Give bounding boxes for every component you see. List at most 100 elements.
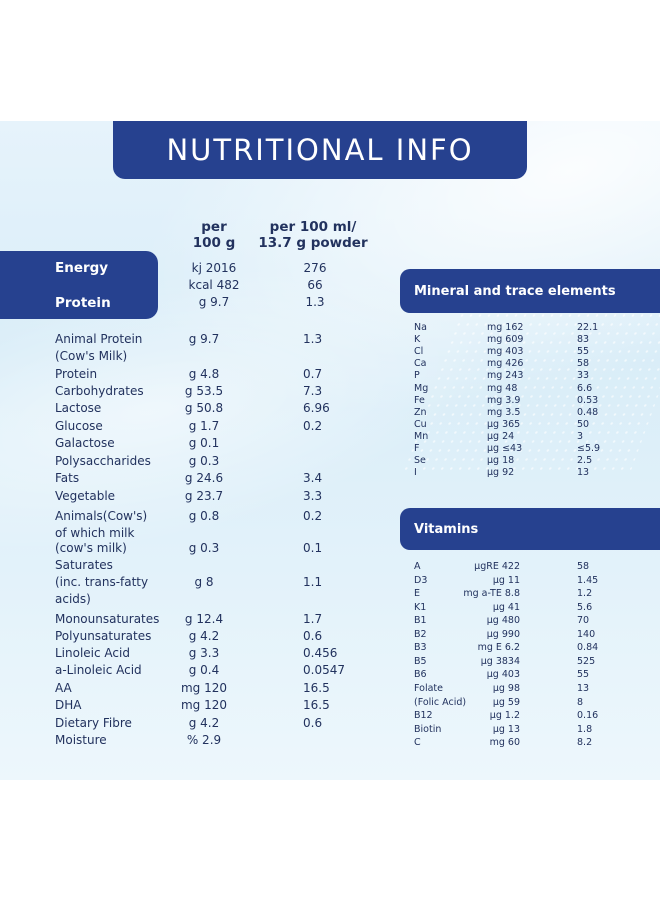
vitamin-name: B3 — [414, 642, 427, 654]
nutrient-value-per-100ml: 16.5 — [303, 681, 330, 695]
nutrient-name: Galactose — [55, 436, 115, 450]
vitamin-value-per-100ml: 58 — [577, 561, 590, 572]
mineral-value-per-100ml: 0.48 — [577, 406, 599, 418]
nutrient-name: Animal Protein (Cow's Milk) — [55, 332, 143, 363]
nutrient-value-per-100g: g 0.1 — [188, 436, 220, 450]
nutrient-value-per-100g: g 8 — [194, 575, 214, 589]
nutrient-name: (cow's milk) — [55, 541, 127, 555]
nutrient-value-per-100ml: 0.0547 — [303, 663, 345, 677]
mineral-value-per-100g: mg 48 — [487, 382, 518, 394]
nutrient-value-per-100ml: 6.96 — [303, 401, 330, 415]
vitamin-value-per-100ml: 8.2 — [577, 737, 593, 749]
mineral-value-per-100g: mg 3.5 — [487, 406, 521, 418]
mineral-name: Ca — [414, 358, 427, 370]
vitamin-value-per-100g: mg 60 — [489, 737, 520, 749]
nutrient-name: Protein — [55, 367, 98, 381]
nutrient-value-per-100ml: 16.5 — [303, 698, 330, 712]
nutrient-name: Animals(Cow's) of which milk — [55, 509, 148, 540]
vitamins-title: Vitamins — [414, 521, 479, 537]
vitamin-value-per-100ml: 1.2 — [577, 588, 593, 600]
nutrient-value-per-100g: g 0.3 — [188, 454, 220, 468]
mineral-value-per-100ml: 3 — [577, 430, 584, 442]
mineral-value-per-100g: µg 365 — [487, 418, 521, 430]
mineral-value-per-100g: mg 426 — [487, 358, 524, 370]
nutrient-name: Polyunsaturates — [55, 629, 152, 643]
mineral-value-per-100ml: 22.1 — [577, 322, 599, 333]
vitamin-value-per-100g: µg 13 — [492, 723, 520, 735]
nutrient-value-per-100g: % 2.9 — [186, 733, 222, 747]
mineral-name: Na — [414, 322, 427, 333]
mineral-value-per-100g: mg 3.9 — [487, 394, 521, 406]
nutrient-value-per-100g: g 53.5 — [184, 384, 224, 398]
vitamin-value-per-100g: µg 990 — [486, 628, 520, 640]
nutrient-value-per-100ml: 0.1 — [303, 541, 323, 555]
nutrient-name: a-Linoleic Acid — [55, 663, 142, 677]
nutrient-name: Vegetable — [55, 489, 116, 503]
mineral-value-per-100g: µg 18 — [487, 455, 515, 467]
nutrient-name: DHA — [55, 698, 82, 712]
vitamin-name: B5 — [414, 655, 427, 667]
vitamin-name: B2 — [414, 628, 427, 640]
vitamin-value-per-100g: µg 11 — [492, 574, 520, 586]
mineral-value-per-100ml: 6.6 — [577, 382, 593, 394]
mineral-value-per-100g: µg 24 — [487, 430, 515, 442]
nutrient-value-per-100g: g 4.8 — [188, 367, 220, 381]
mineral-value-per-100g: mg 609 — [487, 334, 524, 346]
energy-protein-value-per-100g: kj 2016 — [191, 261, 237, 275]
mineral-value-per-100ml: 0.53 — [577, 394, 599, 406]
mineral-value-per-100ml: 83 — [577, 334, 590, 346]
title-banner: NUTRITIONAL INFO — [113, 121, 527, 179]
nutrient-value-per-100ml: 3.4 — [303, 471, 323, 485]
nutrient-value-per-100g: g 1.7 — [188, 419, 220, 433]
vitamin-value-per-100g: µg 480 — [486, 615, 520, 627]
nutrient-value-per-100g: g 9.7 — [188, 332, 220, 346]
vitamin-value-per-100g: µg 403 — [486, 669, 520, 681]
mineral-value-per-100g: mg 162 — [487, 322, 524, 333]
vitamin-name: B12 — [414, 710, 433, 722]
protein-label: Protein — [55, 295, 111, 311]
vitamin-name: E — [414, 588, 421, 600]
mineral-name: Se — [414, 455, 426, 467]
minerals-title: Mineral and trace elements — [414, 283, 616, 299]
vitamin-name: (Folic Acid) — [414, 696, 467, 708]
mineral-value-per-100ml: 50 — [577, 418, 590, 430]
nutrient-value-per-100g: g 4.2 — [188, 716, 220, 730]
page-title: NUTRITIONAL INFO — [166, 133, 474, 167]
vitamin-value-per-100g: µg 41 — [492, 601, 520, 613]
nutrient-name: Moisture — [55, 733, 107, 747]
nutrient-value-per-100g: g 3.3 — [188, 646, 220, 660]
energy-protein-tab: Energy Protein — [0, 251, 158, 319]
vitamin-value-per-100ml: 5.6 — [577, 601, 593, 613]
column-header-per-100ml: per 100 ml/ 13.7 g powder — [258, 219, 368, 251]
mineral-name: P — [414, 370, 420, 382]
vitamin-value-per-100g: µg 98 — [492, 682, 520, 694]
nutrient-value-per-100ml: 0.2 — [303, 509, 323, 523]
mineral-value-per-100g: mg 403 — [487, 346, 524, 358]
vitamin-value-per-100g: µgRE 422 — [474, 561, 520, 572]
nutrient-value-per-100g: g 0.3 — [188, 541, 220, 555]
minerals-tab: Mineral and trace elements — [400, 269, 660, 313]
nutrient-name: Carbohydrates — [55, 384, 144, 398]
nutrient-value-per-100ml: 0.456 — [303, 646, 338, 660]
vitamin-value-per-100ml: 70 — [577, 615, 590, 627]
energy-protein-value-per-100ml: 1.3 — [305, 295, 325, 309]
nutrient-value-per-100ml: 0.6 — [303, 629, 323, 643]
mineral-name: Zn — [414, 406, 427, 418]
mineral-name: Mn — [414, 430, 429, 442]
nutrient-value-per-100g: mg 120 — [180, 698, 228, 712]
column-header-per-100g: per 100 g — [192, 219, 236, 251]
nutrient-name: Dietary Fibre — [55, 716, 132, 730]
energy-protein-value-per-100ml: 276 — [303, 261, 327, 275]
vitamin-value-per-100ml: 1.45 — [577, 574, 599, 586]
mineral-value-per-100ml: 13 — [577, 467, 590, 479]
vitamin-name: A — [414, 561, 421, 572]
vitamin-value-per-100ml: 0.84 — [577, 642, 599, 654]
mineral-name: I — [414, 467, 417, 479]
nutrient-value-per-100ml: 0.7 — [303, 367, 323, 381]
vitamin-name: Folate — [414, 682, 443, 694]
nutrient-value-per-100g: mg 120 — [180, 681, 228, 695]
nutrient-value-per-100g: g 12.4 — [184, 612, 224, 626]
mineral-name: Cu — [414, 418, 427, 430]
vitamin-value-per-100ml: 1.8 — [577, 723, 593, 735]
vitamin-name: K1 — [414, 601, 427, 613]
